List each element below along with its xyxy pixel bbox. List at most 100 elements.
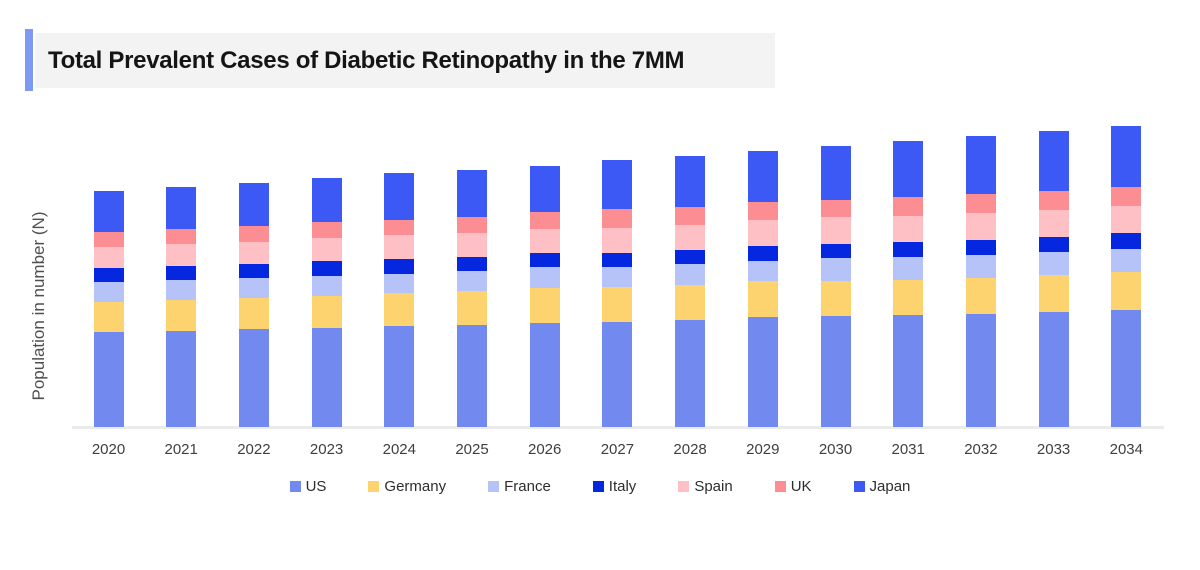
legend-item-japan: Japan — [853, 478, 911, 495]
legend-label-japan: Japan — [869, 478, 911, 495]
title-block: Total Prevalent Cases of Diabetic Retino… — [35, 33, 775, 88]
bar-segment-uk-2030 — [820, 200, 851, 217]
bar-segment-spain-2029 — [747, 220, 778, 246]
legend-item-uk: UK — [774, 478, 812, 495]
legend-item-us: US — [289, 478, 327, 495]
bar-segment-germany-2033 — [1038, 275, 1069, 312]
bar-segment-uk-2020 — [93, 232, 124, 247]
bar-segment-uk-2026 — [529, 212, 560, 229]
bar-segment-japan-2031 — [893, 141, 924, 197]
bar-2023 — [311, 178, 342, 427]
bar-segment-spain-2033 — [1038, 210, 1069, 237]
x-axis-line — [72, 426, 1164, 429]
bar-2028 — [675, 156, 706, 427]
bar-segment-germany-2027 — [602, 287, 633, 322]
bar-segment-uk-2022 — [238, 226, 269, 242]
legend-label-spain: Spain — [694, 478, 733, 495]
bar-segment-uk-2034 — [1111, 187, 1142, 206]
bar-segment-japan-2026 — [529, 166, 560, 212]
x-tick-label-2024: 2024 — [382, 441, 416, 458]
bar-segment-italy-2023 — [311, 261, 342, 276]
bar-segment-us-2034 — [1111, 310, 1142, 427]
legend-label-italy: Italy — [608, 478, 637, 495]
bar-segment-italy-2021 — [166, 266, 197, 280]
bar-2031 — [893, 141, 924, 427]
x-tick-label-2028: 2028 — [673, 441, 707, 458]
bar-2029 — [747, 151, 778, 427]
bar-segment-germany-2031 — [893, 280, 924, 315]
legend-swatch-spain — [678, 481, 690, 492]
bar-segment-us-2023 — [311, 328, 342, 427]
bar-segment-spain-2021 — [166, 244, 197, 266]
bar-segment-germany-2028 — [675, 285, 706, 320]
bar-segment-spain-2020 — [93, 247, 124, 268]
bar-segment-spain-2031 — [893, 216, 924, 242]
bar-segment-germany-2029 — [747, 281, 778, 317]
bar-segment-spain-2034 — [1111, 206, 1142, 233]
bar-segment-italy-2034 — [1111, 233, 1142, 249]
legend-label-france: France — [504, 478, 551, 495]
bar-segment-spain-2032 — [965, 213, 996, 240]
title-accent-bar — [25, 29, 33, 91]
bar-segment-france-2021 — [166, 280, 197, 300]
bar-2022 — [238, 183, 269, 427]
bar-segment-japan-2025 — [457, 170, 487, 217]
bar-segment-italy-2029 — [747, 246, 778, 261]
bar-segment-france-2022 — [238, 278, 269, 298]
bar-segment-uk-2024 — [384, 220, 415, 235]
legend-label-us: US — [305, 478, 327, 495]
bar-segment-japan-2024 — [384, 173, 415, 220]
legend-item-italy: Italy — [592, 478, 637, 495]
bar-segment-italy-2027 — [602, 253, 633, 267]
bar-2021 — [166, 187, 197, 427]
bar-segment-italy-2032 — [965, 240, 996, 255]
bar-segment-japan-2033 — [1038, 131, 1069, 191]
legend-swatch-italy — [592, 481, 604, 492]
bar-segment-uk-2023 — [311, 222, 342, 238]
bar-segment-germany-2034 — [1111, 272, 1142, 310]
x-tick-label-2022: 2022 — [237, 441, 271, 458]
bar-segment-us-2026 — [529, 323, 560, 427]
bar-segment-italy-2028 — [675, 250, 706, 264]
x-tick-label-2034: 2034 — [1109, 441, 1143, 458]
chart-legend: US Germany France Italy Spain UK Japan — [0, 478, 1200, 495]
bar-segment-us-2033 — [1038, 312, 1069, 427]
bar-segment-us-2028 — [675, 320, 706, 427]
bar-segment-italy-2033 — [1038, 237, 1069, 252]
bar-segment-uk-2029 — [747, 202, 778, 220]
x-tick-label-2031: 2031 — [891, 441, 925, 458]
bar-segment-uk-2027 — [602, 209, 633, 228]
bar-segment-spain-2030 — [820, 217, 851, 244]
legend-item-germany: Germany — [368, 478, 446, 495]
bar-segment-germany-2020 — [93, 302, 124, 332]
bar-2026 — [529, 166, 560, 427]
bar-segment-italy-2031 — [893, 242, 924, 257]
bar-segment-france-2024 — [384, 274, 415, 293]
legend-item-spain: Spain — [678, 478, 733, 495]
bar-2033 — [1038, 131, 1069, 427]
bar-segment-japan-2028 — [675, 156, 706, 207]
x-tick-label-2023: 2023 — [309, 441, 344, 458]
bar-segment-italy-2022 — [238, 264, 269, 278]
bar-segment-germany-2030 — [820, 281, 851, 316]
bar-2034 — [1111, 126, 1142, 427]
bar-segment-uk-2032 — [965, 194, 996, 213]
x-tick-label-2029: 2029 — [746, 441, 780, 458]
bar-segment-spain-2028 — [675, 225, 706, 250]
bar-segment-germany-2026 — [529, 288, 560, 323]
bar-segment-us-2029 — [747, 317, 778, 427]
bar-segment-france-2033 — [1038, 252, 1069, 275]
bar-segment-italy-2025 — [457, 257, 487, 271]
bar-segment-germany-2023 — [311, 296, 342, 328]
bar-segment-uk-2031 — [893, 197, 924, 216]
x-tick-label-2025: 2025 — [455, 441, 489, 458]
bar-segment-us-2027 — [602, 322, 633, 427]
bar-segment-france-2023 — [311, 276, 342, 296]
bar-segment-japan-2027 — [602, 160, 633, 209]
legend-label-uk: UK — [790, 478, 812, 495]
bar-2024 — [384, 173, 415, 427]
legend-swatch-uk — [774, 481, 786, 492]
bar-segment-italy-2026 — [529, 253, 560, 267]
bar-segment-germany-2022 — [238, 298, 269, 329]
bar-2030 — [820, 146, 851, 427]
